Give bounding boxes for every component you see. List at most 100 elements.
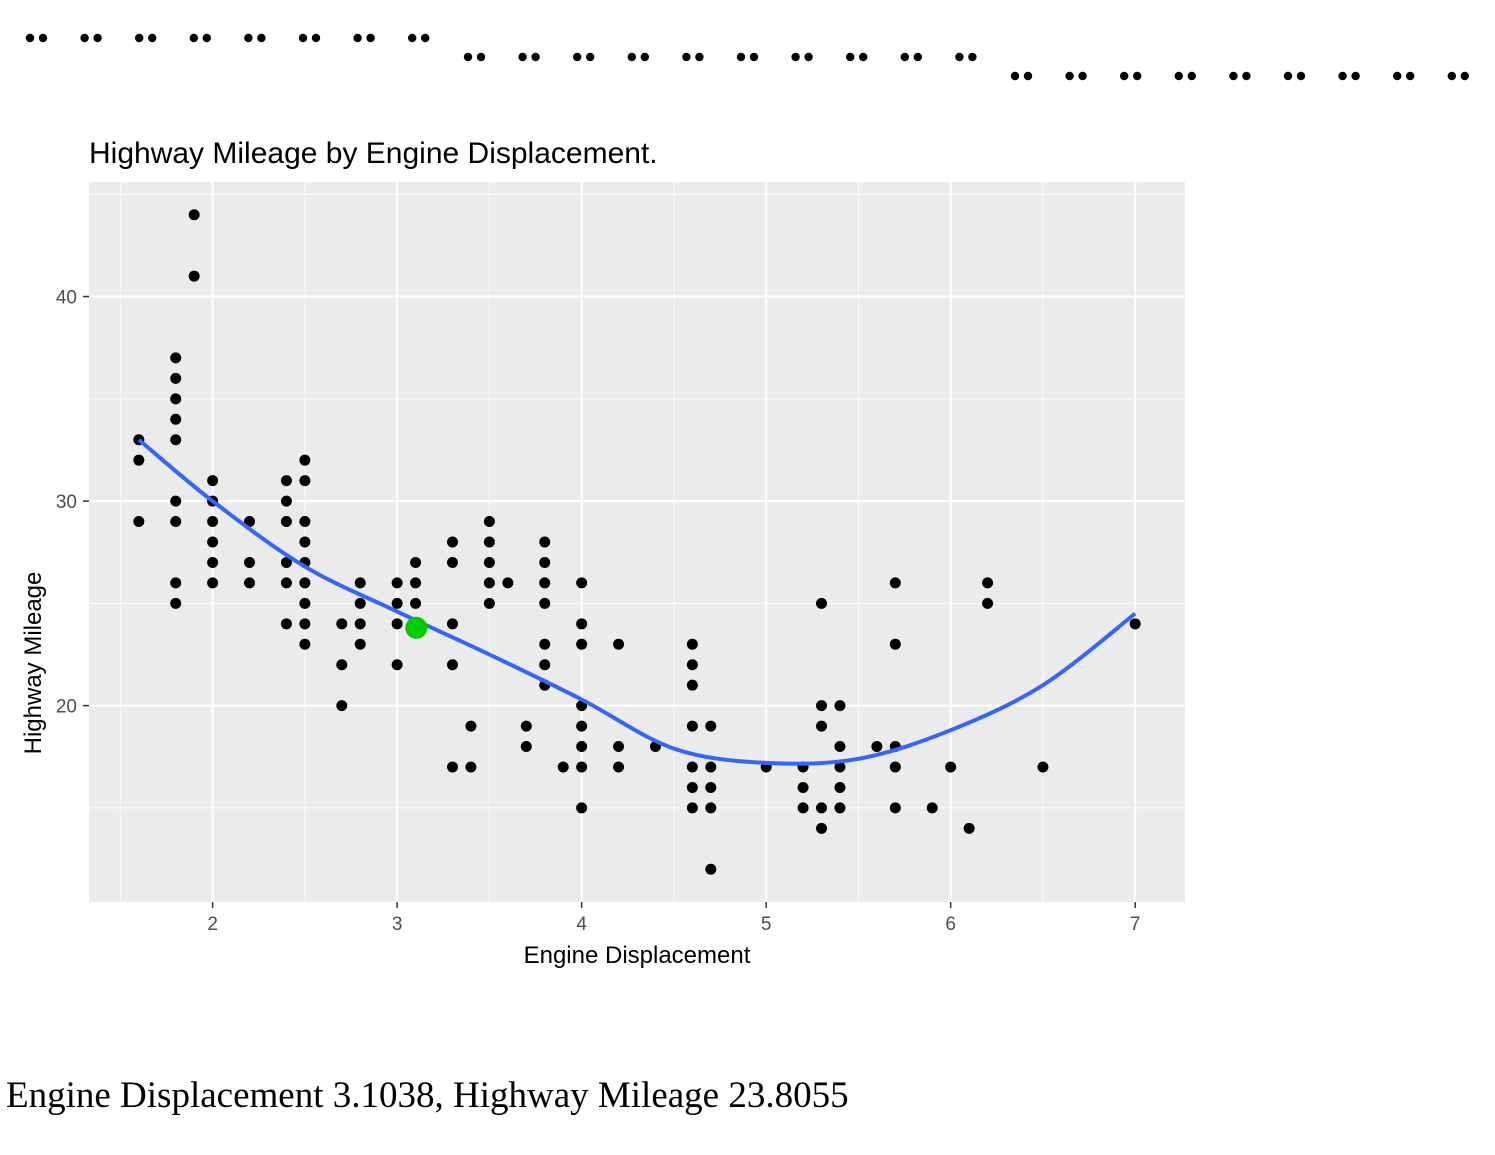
braille-cell: ⠒ bbox=[1229, 71, 1251, 81]
braille-cell: ⠒ bbox=[1447, 71, 1470, 81]
data-point bbox=[244, 577, 256, 589]
x-axis-ticks: 2 3 4 5 6 7 bbox=[207, 902, 1140, 935]
braille-cell: ⠒ bbox=[627, 52, 649, 62]
data-point bbox=[576, 741, 588, 753]
data-point bbox=[207, 516, 219, 528]
x-tick-label: 6 bbox=[945, 914, 956, 935]
x-axis-label: Engine Displacement bbox=[524, 942, 751, 969]
data-point bbox=[483, 536, 495, 548]
data-point bbox=[871, 741, 883, 753]
braille-cell: ⠒ bbox=[573, 52, 595, 62]
x-tick-label: 5 bbox=[761, 914, 772, 935]
data-point bbox=[188, 209, 200, 221]
data-point bbox=[207, 577, 219, 589]
data-points bbox=[133, 209, 1141, 875]
data-point bbox=[982, 597, 994, 609]
data-point bbox=[299, 638, 311, 650]
data-point bbox=[354, 638, 366, 650]
data-point bbox=[945, 761, 957, 773]
data-point bbox=[926, 802, 938, 814]
data-point bbox=[576, 720, 588, 732]
data-point bbox=[280, 577, 292, 589]
data-point bbox=[299, 597, 311, 609]
data-point bbox=[889, 761, 901, 773]
data-point bbox=[686, 781, 698, 793]
braille-cell: ⠒ bbox=[1065, 71, 1087, 81]
y-axis-ticks: 20 30 40 bbox=[56, 288, 89, 718]
highlight-point[interactable] bbox=[405, 616, 428, 639]
braille-cell: ⠒ bbox=[463, 52, 486, 62]
data-point bbox=[483, 577, 495, 589]
data-point bbox=[539, 577, 551, 589]
data-point bbox=[705, 863, 717, 875]
data-point bbox=[170, 352, 182, 364]
chart-title: Highway Mileage by Engine Displacement. bbox=[89, 137, 658, 170]
data-point bbox=[1129, 618, 1141, 630]
data-point bbox=[299, 577, 311, 589]
data-point bbox=[483, 516, 495, 528]
x-tick-label: 2 bbox=[207, 914, 218, 935]
x-tick-label: 4 bbox=[576, 914, 587, 935]
data-point bbox=[816, 822, 828, 834]
data-point bbox=[170, 516, 182, 528]
data-point bbox=[280, 556, 292, 568]
braille-cell: ⠒ bbox=[1120, 71, 1142, 81]
data-point bbox=[170, 577, 182, 589]
braille-cell: ⠒ bbox=[900, 52, 922, 62]
data-point bbox=[705, 720, 717, 732]
data-point bbox=[354, 577, 366, 589]
data-point bbox=[170, 413, 182, 425]
braille-cell: ⠒ bbox=[1393, 71, 1415, 81]
braille-cell: ⠒ bbox=[846, 52, 868, 62]
data-point bbox=[686, 761, 698, 773]
braille-cell: ⠒ bbox=[189, 33, 211, 43]
data-point bbox=[686, 802, 698, 814]
data-point bbox=[576, 618, 588, 630]
data-point bbox=[613, 761, 625, 773]
data-point bbox=[686, 638, 698, 650]
data-point bbox=[963, 822, 975, 834]
data-point bbox=[816, 802, 828, 814]
data-point bbox=[465, 720, 477, 732]
braille-cell: ⠒ bbox=[244, 33, 266, 43]
data-point bbox=[889, 802, 901, 814]
data-point bbox=[446, 536, 458, 548]
data-point bbox=[539, 659, 551, 671]
braille-cell: ⠒ bbox=[518, 52, 540, 62]
data-point bbox=[410, 577, 422, 589]
minor-gridlines bbox=[89, 182, 1185, 902]
braille-cell: ⠒ bbox=[682, 52, 704, 62]
data-point bbox=[299, 516, 311, 528]
data-point bbox=[686, 659, 698, 671]
data-point bbox=[354, 618, 366, 630]
data-point bbox=[834, 761, 846, 773]
data-point bbox=[539, 638, 551, 650]
data-point bbox=[576, 761, 588, 773]
braille-cell: ⠒ bbox=[955, 52, 977, 62]
data-point bbox=[557, 761, 569, 773]
braille-cell: ⠒ bbox=[25, 33, 48, 43]
data-point bbox=[244, 556, 256, 568]
data-point bbox=[391, 597, 403, 609]
data-point bbox=[336, 659, 348, 671]
data-point bbox=[539, 536, 551, 548]
y-tick-label: 40 bbox=[56, 288, 77, 309]
data-point bbox=[705, 802, 717, 814]
braille-cell: ⠒ bbox=[353, 33, 375, 43]
braille-cell: ⠒ bbox=[1338, 71, 1360, 81]
braille-cell: ⠒ bbox=[298, 33, 321, 43]
data-point bbox=[982, 577, 994, 589]
data-point bbox=[483, 597, 495, 609]
data-point bbox=[170, 597, 182, 609]
data-point bbox=[686, 679, 698, 691]
data-point bbox=[391, 659, 403, 671]
data-point bbox=[576, 802, 588, 814]
data-point bbox=[834, 741, 846, 753]
data-point bbox=[446, 556, 458, 568]
data-point bbox=[797, 802, 809, 814]
data-point bbox=[705, 761, 717, 773]
data-point bbox=[207, 475, 219, 487]
smooth-line bbox=[137, 438, 1137, 766]
plot-panel bbox=[89, 182, 1185, 902]
data-point bbox=[299, 475, 311, 487]
